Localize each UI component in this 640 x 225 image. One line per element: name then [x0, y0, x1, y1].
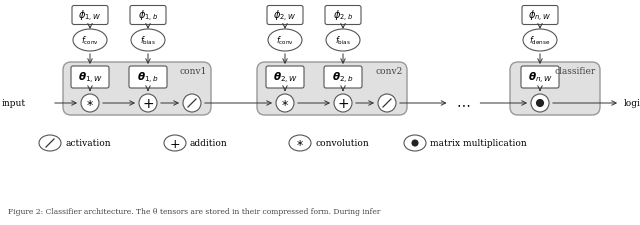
- Text: $+$: $+$: [142, 97, 154, 110]
- Circle shape: [81, 94, 99, 112]
- Text: $+$: $+$: [337, 97, 349, 110]
- FancyBboxPatch shape: [324, 67, 362, 89]
- Text: $\boldsymbol{\theta}_{1,b}$: $\boldsymbol{\theta}_{1,b}$: [137, 70, 159, 85]
- Ellipse shape: [523, 30, 557, 52]
- FancyBboxPatch shape: [521, 67, 559, 89]
- Text: $*$: $*$: [296, 137, 304, 150]
- Circle shape: [536, 100, 543, 107]
- Ellipse shape: [164, 135, 186, 151]
- Text: Figure 2: Classifier architecture. The θ tensors are stored in their compressed : Figure 2: Classifier architecture. The θ…: [8, 207, 380, 215]
- Text: convolution: convolution: [315, 139, 369, 148]
- Circle shape: [378, 94, 396, 112]
- Circle shape: [183, 94, 201, 112]
- Text: addition: addition: [190, 139, 228, 148]
- Circle shape: [139, 94, 157, 112]
- Text: $\phi_{1,W}$: $\phi_{1,W}$: [79, 8, 102, 23]
- Text: $\boldsymbol{\theta}_{1,W}$: $\boldsymbol{\theta}_{1,W}$: [77, 70, 102, 85]
- Text: input: input: [2, 99, 26, 108]
- Circle shape: [531, 94, 549, 112]
- Circle shape: [412, 140, 418, 146]
- Text: $f_{\mathrm{bias}}$: $f_{\mathrm{bias}}$: [140, 35, 156, 47]
- FancyBboxPatch shape: [72, 7, 108, 25]
- FancyBboxPatch shape: [510, 63, 600, 115]
- Ellipse shape: [268, 30, 302, 52]
- FancyBboxPatch shape: [267, 7, 303, 25]
- Text: conv2: conv2: [376, 67, 403, 76]
- Text: $\phi_{2,W}$: $\phi_{2,W}$: [273, 8, 296, 23]
- FancyBboxPatch shape: [130, 7, 166, 25]
- Text: $f_{\mathrm{dense}}$: $f_{\mathrm{dense}}$: [529, 35, 550, 47]
- Ellipse shape: [39, 135, 61, 151]
- Ellipse shape: [326, 30, 360, 52]
- FancyBboxPatch shape: [325, 7, 361, 25]
- Text: conv1: conv1: [180, 67, 207, 76]
- Text: $f_{\mathrm{conv}}$: $f_{\mathrm{conv}}$: [81, 35, 99, 47]
- Text: $*$: $*$: [86, 97, 94, 110]
- Text: $\phi_{2,b}$: $\phi_{2,b}$: [333, 8, 353, 23]
- Circle shape: [276, 94, 294, 112]
- Text: $f_{\mathrm{bias}}$: $f_{\mathrm{bias}}$: [335, 35, 351, 47]
- FancyBboxPatch shape: [257, 63, 407, 115]
- Text: $\phi_{1,b}$: $\phi_{1,b}$: [138, 8, 158, 23]
- Ellipse shape: [73, 30, 107, 52]
- Circle shape: [334, 94, 352, 112]
- Text: $\boldsymbol{\theta}_{2,b}$: $\boldsymbol{\theta}_{2,b}$: [332, 70, 354, 85]
- Text: $\cdots$: $\cdots$: [456, 97, 470, 110]
- Text: $+$: $+$: [170, 137, 180, 150]
- Ellipse shape: [131, 30, 165, 52]
- Text: matrix multiplication: matrix multiplication: [430, 139, 527, 148]
- Text: $f_{\mathrm{conv}}$: $f_{\mathrm{conv}}$: [276, 35, 294, 47]
- Text: logits: logits: [624, 99, 640, 108]
- Text: $*$: $*$: [281, 97, 289, 110]
- Ellipse shape: [289, 135, 311, 151]
- FancyBboxPatch shape: [266, 67, 304, 89]
- Ellipse shape: [404, 135, 426, 151]
- Text: $\boldsymbol{\theta}_{n,W}$: $\boldsymbol{\theta}_{n,W}$: [527, 70, 552, 85]
- Text: activation: activation: [65, 139, 111, 148]
- FancyBboxPatch shape: [129, 67, 167, 89]
- Text: $\boldsymbol{\theta}_{2,W}$: $\boldsymbol{\theta}_{2,W}$: [273, 70, 298, 85]
- FancyBboxPatch shape: [522, 7, 558, 25]
- FancyBboxPatch shape: [63, 63, 211, 115]
- Text: classifier: classifier: [555, 67, 596, 76]
- Text: $\phi_{n,W}$: $\phi_{n,W}$: [529, 8, 552, 23]
- FancyBboxPatch shape: [71, 67, 109, 89]
